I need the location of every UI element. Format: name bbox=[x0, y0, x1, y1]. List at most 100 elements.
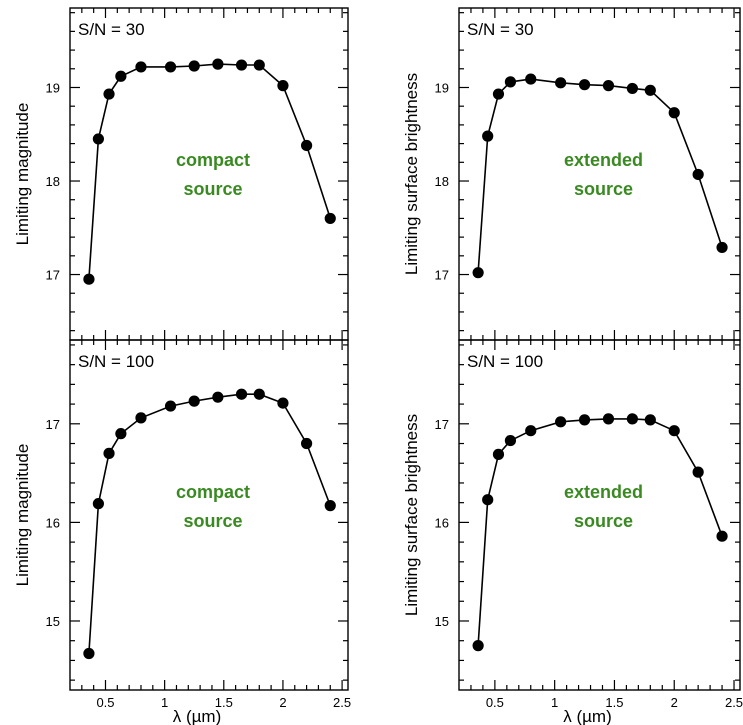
y-tick-label: 15 bbox=[435, 614, 449, 629]
data-point bbox=[115, 428, 127, 440]
data-point bbox=[482, 130, 494, 142]
source-type-label: source bbox=[574, 179, 633, 199]
data-point bbox=[253, 388, 265, 400]
x-tick-label: 2 bbox=[671, 695, 678, 710]
y-tick-label: 16 bbox=[435, 515, 449, 530]
y-tick-label: 16 bbox=[46, 515, 60, 530]
y-tick-label: 17 bbox=[46, 417, 60, 432]
data-point bbox=[602, 80, 615, 92]
data-point bbox=[164, 61, 177, 73]
x-tick-label: 2 bbox=[279, 695, 286, 710]
data-point bbox=[668, 425, 680, 437]
source-type-label: extended bbox=[564, 482, 643, 502]
series-line bbox=[477, 78, 723, 273]
x-tick-label: 2.5 bbox=[725, 695, 743, 710]
data-point bbox=[578, 414, 591, 426]
source-type-label: compact bbox=[176, 150, 250, 170]
data-point bbox=[644, 414, 656, 426]
data-point bbox=[235, 59, 248, 71]
data-point bbox=[300, 437, 313, 450]
data-point bbox=[668, 107, 680, 119]
data-point bbox=[555, 77, 567, 89]
plot-frame bbox=[69, 7, 349, 341]
data-point bbox=[188, 395, 200, 407]
y-tick-label: 17 bbox=[435, 268, 449, 283]
data-point bbox=[716, 241, 728, 254]
x-axis-label: λ (µm) bbox=[563, 707, 612, 725]
data-point bbox=[115, 70, 127, 82]
data-point bbox=[103, 88, 115, 100]
data-point bbox=[277, 397, 289, 409]
data-point bbox=[555, 416, 567, 428]
y-axis-label: Limiting surface brightness bbox=[402, 73, 421, 275]
data-point bbox=[324, 212, 336, 225]
source-type-label: source bbox=[183, 179, 242, 199]
source-type-label: source bbox=[574, 511, 633, 531]
data-point bbox=[135, 412, 147, 424]
source-type-label: compact bbox=[176, 482, 250, 502]
source-type-label: source bbox=[183, 511, 242, 531]
data-point bbox=[692, 466, 704, 478]
panel-bottom-right: 15 16 17 0.5 1 1.5 2 2.5 λ (µm) Limiting surface … bbox=[402, 339, 743, 725]
data-point bbox=[135, 61, 147, 73]
source-type-label: extended bbox=[564, 150, 643, 170]
x-tick-label: 0.5 bbox=[486, 695, 504, 710]
y-tick-label: 17 bbox=[435, 417, 449, 432]
data-point bbox=[578, 79, 591, 91]
data-point bbox=[188, 60, 200, 72]
y-axis-label: Limiting magnitude bbox=[13, 103, 32, 246]
y-tick-label: 17 bbox=[46, 268, 60, 283]
y-tick-label: 19 bbox=[435, 80, 449, 95]
data-point bbox=[692, 168, 704, 181]
panel-top-left: 17 18 19 Limiting magnitude S/N = 30 compact s… bbox=[13, 7, 349, 341]
x-tick-label: 1.5 bbox=[215, 695, 233, 710]
data-point bbox=[83, 647, 95, 660]
data-point bbox=[277, 80, 289, 92]
data-point bbox=[212, 58, 224, 70]
data-point bbox=[716, 530, 728, 542]
series-line bbox=[477, 418, 723, 646]
data-point bbox=[235, 388, 248, 400]
plot-frame bbox=[69, 339, 349, 691]
series-line bbox=[88, 63, 332, 280]
sn-label: S/N = 30 bbox=[467, 20, 534, 39]
x-tick-label: 1 bbox=[551, 695, 558, 710]
panel-top-right: 17 18 19 Limiting surface brightness S/N = 3… bbox=[402, 7, 741, 341]
sn-label: S/N = 30 bbox=[78, 20, 145, 39]
data-point bbox=[504, 76, 517, 88]
y-tick-label: 18 bbox=[46, 174, 60, 189]
sn-label: S/N = 100 bbox=[467, 352, 543, 371]
y-axis-label: Limiting magnitude bbox=[13, 444, 32, 587]
data-point bbox=[212, 391, 224, 403]
data-point bbox=[103, 447, 115, 459]
data-point bbox=[300, 139, 313, 152]
y-axis-label: Limiting surface brightness bbox=[402, 414, 421, 616]
data-point bbox=[626, 413, 638, 425]
x-axis-label: λ (µm) bbox=[173, 707, 222, 725]
data-point bbox=[92, 133, 104, 145]
data-point bbox=[525, 425, 537, 437]
data-point bbox=[164, 400, 177, 412]
panel-bottom-left: 15 16 17 0.5 1 1.5 2 2.5 λ (µm) Limiting magnitud… bbox=[13, 339, 351, 725]
data-point bbox=[324, 500, 336, 512]
y-tick-label: 18 bbox=[435, 174, 449, 189]
data-point bbox=[253, 59, 265, 71]
data-point bbox=[504, 434, 517, 447]
data-point bbox=[492, 448, 505, 460]
data-point bbox=[602, 413, 615, 425]
data-point bbox=[83, 273, 95, 285]
y-tick-label: 15 bbox=[46, 614, 60, 629]
plot-frame bbox=[458, 339, 741, 691]
data-point bbox=[92, 498, 104, 510]
x-tick-label: 0.5 bbox=[96, 695, 114, 710]
x-tick-label: 1 bbox=[161, 695, 168, 710]
data-point bbox=[492, 88, 505, 100]
data-point bbox=[472, 640, 484, 652]
data-point bbox=[644, 84, 656, 96]
data-point bbox=[525, 73, 537, 85]
x-tick-label: 2.5 bbox=[333, 695, 351, 710]
data-point bbox=[626, 82, 638, 95]
x-tick-label: 1.5 bbox=[605, 695, 623, 710]
data-point bbox=[472, 267, 484, 279]
